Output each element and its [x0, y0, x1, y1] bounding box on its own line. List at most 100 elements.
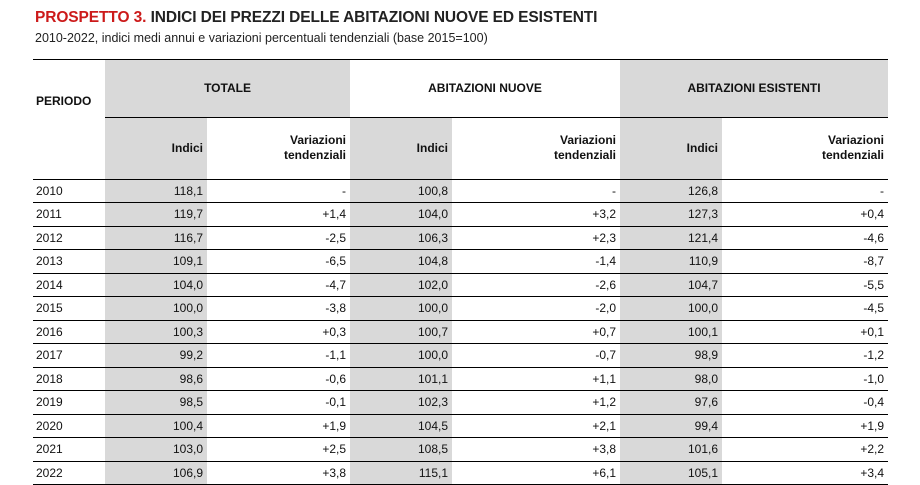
cell-esistenti-indice: 100,1 [620, 320, 723, 344]
cell-totale-indice: 104,0 [105, 273, 207, 297]
cell-year: 2017 [33, 343, 105, 368]
cell-year: 2013 [33, 249, 105, 274]
cell-nuove-variazione: +1,2 [452, 390, 621, 415]
cell-nuove-indice: 104,0 [350, 202, 453, 227]
group-header-totale: TOTALE [105, 59, 351, 118]
table-row: 2014 104,0 -4,7 102,0 -2,6 104,7 -5,5 [33, 273, 889, 297]
cell-nuove-indice: 102,3 [350, 390, 453, 415]
cell-totale-indice: 118,1 [105, 179, 207, 203]
table-row: 2020 100,4 +1,9 104,5 +2,1 99,4 +1,9 [33, 414, 889, 438]
cell-nuove-indice: 102,0 [350, 273, 453, 297]
cell-esistenti-indice: 99,4 [620, 414, 723, 438]
cell-esistenti-indice: 98,0 [620, 367, 723, 391]
cell-esistenti-variazione: +0,4 [722, 202, 889, 227]
cell-totale-indice: 99,2 [105, 343, 207, 368]
sub-header-variazioni: Variazioni tendenziali [722, 117, 889, 180]
cell-nuove-variazione: +3,2 [452, 202, 621, 227]
cell-nuove-variazione: -2,6 [452, 273, 621, 297]
cell-totale-variazione: -0,1 [207, 390, 351, 415]
cell-totale-indice: 103,0 [105, 437, 207, 462]
cell-nuove-variazione: +0,7 [452, 320, 621, 344]
period-header-spacer [33, 117, 105, 180]
cell-totale-indice: 98,5 [105, 390, 207, 415]
cell-totale-variazione: +2,5 [207, 437, 351, 462]
group-header-nuove: ABITAZIONI NUOVE [350, 59, 621, 118]
group-header-row: PERIODO TOTALE ABITAZIONI NUOVE ABITAZIO… [33, 59, 889, 118]
cell-totale-variazione: +0,3 [207, 320, 351, 344]
cell-totale-variazione: -6,5 [207, 249, 351, 274]
cell-totale-indice: 109,1 [105, 249, 207, 274]
cell-esistenti-indice: 100,0 [620, 296, 723, 321]
table-row: 2021 103,0 +2,5 108,5 +3,8 101,6 +2,2 [33, 437, 889, 462]
cell-totale-indice: 100,3 [105, 320, 207, 344]
cell-esistenti-variazione: -1,0 [722, 367, 889, 391]
cell-nuove-indice: 100,0 [350, 296, 453, 321]
table-title: PROSPETTO 3. INDICI DEI PREZZI DELLE ABI… [35, 9, 597, 27]
cell-esistenti-variazione: -1,2 [722, 343, 889, 368]
cell-nuove-variazione: -2,0 [452, 296, 621, 321]
cell-year: 2012 [33, 226, 105, 250]
cell-esistenti-variazione: +1,9 [722, 414, 889, 438]
table-row: 2010 118,1-100,8-126,8- [33, 179, 889, 203]
cell-nuove-variazione: +2,3 [452, 226, 621, 250]
cell-nuove-indice: 106,3 [350, 226, 453, 250]
sub-header-indici: Indici [350, 117, 453, 180]
cell-year: 2010 [33, 179, 105, 203]
cell-year: 2018 [33, 367, 105, 391]
cell-year: 2021 [33, 437, 105, 462]
cell-totale-indice: 98,6 [105, 367, 207, 391]
cell-nuove-indice: 101,1 [350, 367, 453, 391]
cell-nuove-indice: 104,8 [350, 249, 453, 274]
cell-esistenti-indice: 101,6 [620, 437, 723, 462]
cell-totale-variazione: +1,9 [207, 414, 351, 438]
table-number: PROSPETTO 3. [35, 9, 147, 26]
cell-totale-indice: 116,7 [105, 226, 207, 250]
cell-year: 2016 [33, 320, 105, 344]
cell-totale-indice: 100,0 [105, 296, 207, 321]
cell-esistenti-indice: 98,9 [620, 343, 723, 368]
table-row: 2011 119,7 +1,4 104,0 +3,2 127,3 +0,4 [33, 202, 889, 227]
cell-nuove-variazione: +3,8 [452, 437, 621, 462]
cell-totale-variazione: - [207, 179, 351, 203]
cell-totale-variazione: -0,6 [207, 367, 351, 391]
sub-header-indici: Indici [105, 117, 207, 180]
cell-nuove-variazione: +1,1 [452, 367, 621, 391]
cell-esistenti-variazione: +2,2 [722, 437, 889, 462]
cell-esistenti-variazione: -5,5 [722, 273, 889, 297]
sub-header-variazioni: Variazioni tendenziali [207, 117, 351, 180]
cell-totale-variazione: -4,7 [207, 273, 351, 297]
period-header: PERIODO [33, 59, 105, 117]
table-row: 2013 109,1 -6,5 104,8 -1,4 110,9 -8,7 [33, 249, 889, 274]
table-title-text: INDICI DEI PREZZI DELLE ABITAZIONI NUOVE… [146, 9, 598, 26]
table-row: 2017 99,2 -1,1 100,0 -0,7 98,9 -1,2 [33, 343, 889, 368]
table-row: 2018 98,6 -0,6 101,1 +1,1 98,0 -1,0 [33, 367, 889, 391]
cell-year: 2014 [33, 273, 105, 297]
cell-year: 2011 [33, 202, 105, 227]
table-body: 2010 118,1-100,8-126,8-2011 119,7 +1,4 104,0… [33, 179, 889, 485]
table-row: 2016 100,3 +0,3 100,7 +0,7 100,1 +0,1 [33, 320, 889, 344]
price-index-table: PERIODO TOTALE ABITAZIONI NUOVE ABITAZIO… [33, 59, 889, 485]
table-row: 2019 98,5 -0,1 102,3 +1,2 97,6 -0,4 [33, 390, 889, 415]
cell-esistenti-indice: 126,8 [620, 179, 723, 203]
table-subtitle: 2010-2022, indici medi annui e variazion… [35, 31, 488, 45]
cell-totale-indice: 100,4 [105, 414, 207, 438]
cell-totale-indice: 119,7 [105, 202, 207, 227]
cell-totale-variazione: -3,8 [207, 296, 351, 321]
cell-nuove-variazione: -0,7 [452, 343, 621, 368]
sub-header-row: Indici Variazioni tendenziali Indici Vari… [33, 117, 889, 180]
cell-nuove-indice: 104,5 [350, 414, 453, 438]
cell-esistenti-indice: 121,4 [620, 226, 723, 250]
cell-esistenti-variazione: - [722, 179, 889, 203]
cell-nuove-indice: 100,7 [350, 320, 453, 344]
cell-nuove-indice: 100,0 [350, 343, 453, 368]
table-row: 2012 116,7 -2,5 106,3 +2,3 121,4 -4,6 [33, 226, 889, 250]
cell-esistenti-variazione: -8,7 [722, 249, 889, 274]
cell-esistenti-indice: 127,3 [620, 202, 723, 227]
cell-esistenti-indice: 110,9 [620, 249, 723, 274]
table-row: 2015 100,0 -3,8 100,0 -2,0 100,0 -4,5 [33, 296, 889, 321]
group-header-esistenti: ABITAZIONI ESISTENTI [620, 59, 889, 118]
cell-esistenti-variazione: -4,5 [722, 296, 889, 321]
cell-nuove-variazione: -1,4 [452, 249, 621, 274]
sub-header-variazioni: Variazioni tendenziali [452, 117, 621, 180]
cell-nuove-indice: 108,5 [350, 437, 453, 462]
